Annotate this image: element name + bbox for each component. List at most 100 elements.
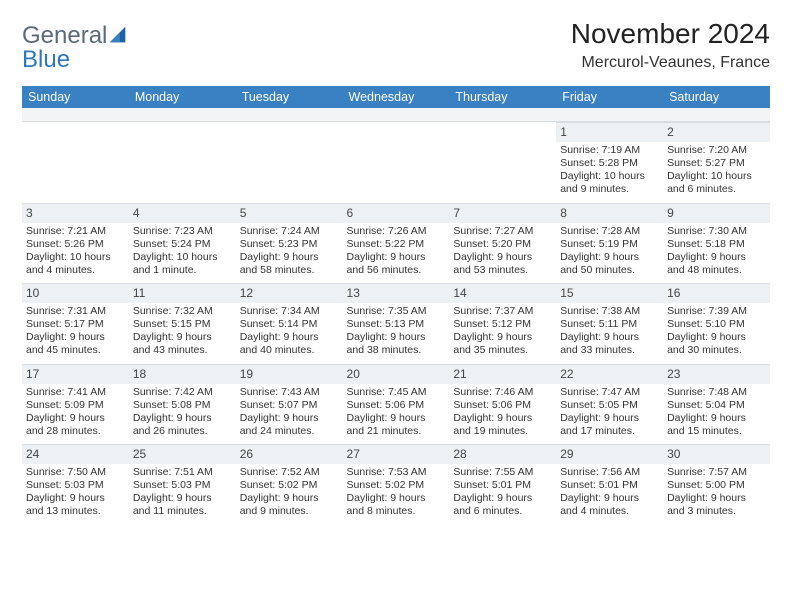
blank-cell [236, 108, 343, 122]
blank-cell [22, 108, 129, 122]
day-sunset: Sunset: 5:02 PM [240, 479, 339, 492]
day-number: 24 [22, 445, 129, 464]
day-daylight: Daylight: 9 hours and 56 minutes. [347, 251, 446, 277]
day-sunrise: Sunrise: 7:43 AM [240, 386, 339, 399]
day-sunset: Sunset: 5:03 PM [26, 479, 125, 492]
day-cell: 8Sunrise: 7:28 AMSunset: 5:19 PMDaylight… [556, 203, 663, 284]
day-wrap: 10Sunrise: 7:31 AMSunset: 5:17 PMDayligh… [22, 283, 129, 364]
day-info: Sunrise: 7:56 AMSunset: 5:01 PMDaylight:… [556, 464, 663, 525]
day-info: Sunrise: 7:27 AMSunset: 5:20 PMDaylight:… [449, 223, 556, 284]
day-sunrise: Sunrise: 7:52 AM [240, 466, 339, 479]
day-wrap: 28Sunrise: 7:55 AMSunset: 5:01 PMDayligh… [449, 444, 556, 525]
title-block: November 2024 Mercurol-Veaunes, France [571, 18, 770, 72]
day-cell: 16Sunrise: 7:39 AMSunset: 5:10 PMDayligh… [663, 283, 770, 364]
day-cell: 17Sunrise: 7:41 AMSunset: 5:09 PMDayligh… [22, 364, 129, 445]
day-header-monday: Monday [129, 86, 236, 108]
day-sunrise: Sunrise: 7:23 AM [133, 225, 232, 238]
day-sunset: Sunset: 5:23 PM [240, 238, 339, 251]
day-sunset: Sunset: 5:06 PM [453, 399, 552, 412]
day-number: 20 [343, 365, 450, 384]
day-info: Sunrise: 7:21 AMSunset: 5:26 PMDaylight:… [22, 223, 129, 284]
day-sunset: Sunset: 5:18 PM [667, 238, 766, 251]
week-row: 17Sunrise: 7:41 AMSunset: 5:09 PMDayligh… [22, 364, 770, 445]
day-wrap: 20Sunrise: 7:45 AMSunset: 5:06 PMDayligh… [343, 364, 450, 445]
day-header-thursday: Thursday [449, 86, 556, 108]
blank-cell [129, 108, 236, 122]
day-number: 14 [449, 284, 556, 303]
day-cell: 25Sunrise: 7:51 AMSunset: 5:03 PMDayligh… [129, 444, 236, 525]
day-wrap: 13Sunrise: 7:35 AMSunset: 5:13 PMDayligh… [343, 283, 450, 364]
day-wrap: 19Sunrise: 7:43 AMSunset: 5:07 PMDayligh… [236, 364, 343, 445]
day-number: 10 [22, 284, 129, 303]
location: Mercurol-Veaunes, France [571, 54, 770, 72]
day-number: 25 [129, 445, 236, 464]
day-header-friday: Friday [556, 86, 663, 108]
day-sunrise: Sunrise: 7:24 AM [240, 225, 339, 238]
day-number: 18 [129, 365, 236, 384]
day-wrap: 3Sunrise: 7:21 AMSunset: 5:26 PMDaylight… [22, 203, 129, 284]
day-number: 12 [236, 284, 343, 303]
day-wrap: 16Sunrise: 7:39 AMSunset: 5:10 PMDayligh… [663, 283, 770, 364]
day-daylight: Daylight: 9 hours and 50 minutes. [560, 251, 659, 277]
day-sunset: Sunset: 5:24 PM [133, 238, 232, 251]
day-sunrise: Sunrise: 7:30 AM [667, 225, 766, 238]
day-daylight: Daylight: 9 hours and 6 minutes. [453, 492, 552, 518]
day-info: Sunrise: 7:43 AMSunset: 5:07 PMDaylight:… [236, 384, 343, 445]
day-sunset: Sunset: 5:26 PM [26, 238, 125, 251]
day-number: 22 [556, 365, 663, 384]
day-cell: 9Sunrise: 7:30 AMSunset: 5:18 PMDaylight… [663, 203, 770, 284]
day-number: 9 [663, 204, 770, 223]
day-number: 5 [236, 204, 343, 223]
day-wrap: 12Sunrise: 7:34 AMSunset: 5:14 PMDayligh… [236, 283, 343, 364]
day-sunrise: Sunrise: 7:39 AM [667, 305, 766, 318]
day-wrap: 11Sunrise: 7:32 AMSunset: 5:15 PMDayligh… [129, 283, 236, 364]
day-daylight: Daylight: 9 hours and 40 minutes. [240, 331, 339, 357]
day-wrap: 2Sunrise: 7:20 AMSunset: 5:27 PMDaylight… [663, 122, 770, 203]
day-sunset: Sunset: 5:00 PM [667, 479, 766, 492]
day-info: Sunrise: 7:55 AMSunset: 5:01 PMDaylight:… [449, 464, 556, 525]
day-cell: 24Sunrise: 7:50 AMSunset: 5:03 PMDayligh… [22, 444, 129, 525]
day-wrap: 17Sunrise: 7:41 AMSunset: 5:09 PMDayligh… [22, 364, 129, 445]
day-sunset: Sunset: 5:05 PM [560, 399, 659, 412]
day-sunrise: Sunrise: 7:55 AM [453, 466, 552, 479]
day-cell: 18Sunrise: 7:42 AMSunset: 5:08 PMDayligh… [129, 364, 236, 445]
day-header-sunday: Sunday [22, 86, 129, 108]
day-wrap: 18Sunrise: 7:42 AMSunset: 5:08 PMDayligh… [129, 364, 236, 445]
day-info: Sunrise: 7:39 AMSunset: 5:10 PMDaylight:… [663, 303, 770, 364]
week-row: 10Sunrise: 7:31 AMSunset: 5:17 PMDayligh… [22, 283, 770, 364]
day-wrap: 23Sunrise: 7:48 AMSunset: 5:04 PMDayligh… [663, 364, 770, 445]
day-cell: 12Sunrise: 7:34 AMSunset: 5:14 PMDayligh… [236, 283, 343, 364]
calendar-header-row: SundayMondayTuesdayWednesdayThursdayFrid… [22, 86, 770, 108]
day-cell: 30Sunrise: 7:57 AMSunset: 5:00 PMDayligh… [663, 444, 770, 525]
day-info: Sunrise: 7:51 AMSunset: 5:03 PMDaylight:… [129, 464, 236, 525]
day-number: 26 [236, 445, 343, 464]
logo-text: General Blue [22, 24, 107, 72]
day-cell: 22Sunrise: 7:47 AMSunset: 5:05 PMDayligh… [556, 364, 663, 445]
day-daylight: Daylight: 10 hours and 1 minute. [133, 251, 232, 277]
day-number: 21 [449, 365, 556, 384]
day-number: 29 [556, 445, 663, 464]
week-row: 3Sunrise: 7:21 AMSunset: 5:26 PMDaylight… [22, 203, 770, 284]
day-number: 7 [449, 204, 556, 223]
day-cell: 13Sunrise: 7:35 AMSunset: 5:13 PMDayligh… [343, 283, 450, 364]
day-daylight: Daylight: 10 hours and 6 minutes. [667, 170, 766, 196]
day-header-wednesday: Wednesday [343, 86, 450, 108]
day-cell: 1Sunrise: 7:19 AMSunset: 5:28 PMDaylight… [556, 122, 663, 203]
day-sunrise: Sunrise: 7:19 AM [560, 144, 659, 157]
day-info: Sunrise: 7:23 AMSunset: 5:24 PMDaylight:… [129, 223, 236, 284]
day-info: Sunrise: 7:20 AMSunset: 5:27 PMDaylight:… [663, 142, 770, 203]
day-daylight: Daylight: 9 hours and 19 minutes. [453, 412, 552, 438]
day-wrap: 8Sunrise: 7:28 AMSunset: 5:19 PMDaylight… [556, 203, 663, 284]
day-daylight: Daylight: 10 hours and 9 minutes. [560, 170, 659, 196]
day-sunrise: Sunrise: 7:32 AM [133, 305, 232, 318]
day-cell: 6Sunrise: 7:26 AMSunset: 5:22 PMDaylight… [343, 203, 450, 284]
day-daylight: Daylight: 9 hours and 28 minutes. [26, 412, 125, 438]
day-cell: 5Sunrise: 7:24 AMSunset: 5:23 PMDaylight… [236, 203, 343, 284]
day-cell: 3Sunrise: 7:21 AMSunset: 5:26 PMDaylight… [22, 203, 129, 284]
day-info: Sunrise: 7:57 AMSunset: 5:00 PMDaylight:… [663, 464, 770, 525]
day-sunrise: Sunrise: 7:38 AM [560, 305, 659, 318]
day-wrap: 27Sunrise: 7:53 AMSunset: 5:02 PMDayligh… [343, 444, 450, 525]
day-sunrise: Sunrise: 7:53 AM [347, 466, 446, 479]
day-sunset: Sunset: 5:10 PM [667, 318, 766, 331]
day-cell: 15Sunrise: 7:38 AMSunset: 5:11 PMDayligh… [556, 283, 663, 364]
